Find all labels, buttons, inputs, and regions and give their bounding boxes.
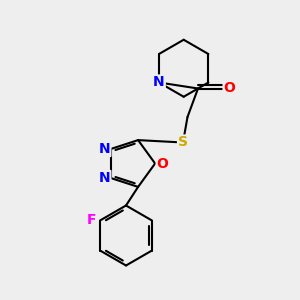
Text: S: S xyxy=(178,136,188,149)
Text: F: F xyxy=(87,214,96,227)
Text: N: N xyxy=(153,76,165,89)
Text: N: N xyxy=(99,142,110,156)
Text: N: N xyxy=(99,171,110,185)
Text: O: O xyxy=(224,82,236,95)
Text: O: O xyxy=(157,157,169,170)
